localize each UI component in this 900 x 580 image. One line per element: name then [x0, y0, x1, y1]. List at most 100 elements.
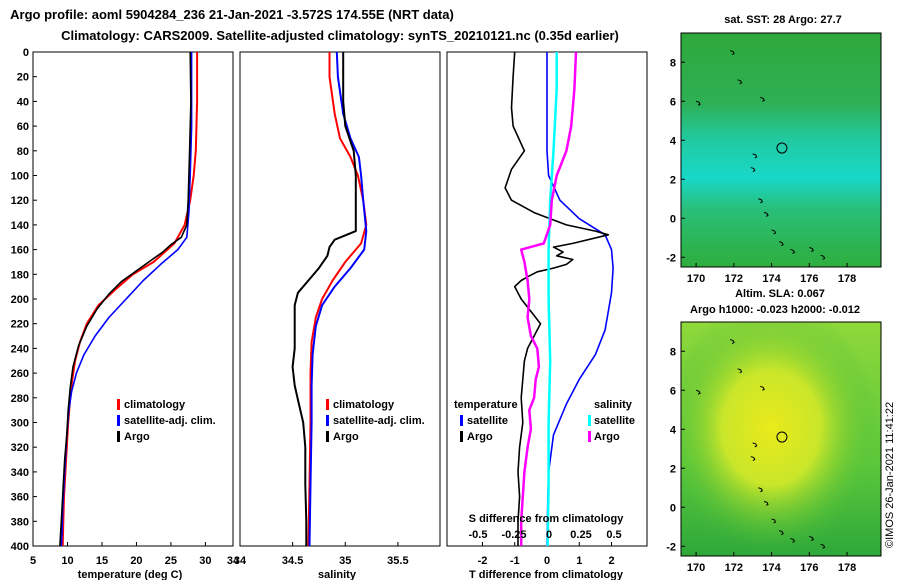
x-tick-label: 1	[576, 555, 582, 567]
island-outline	[778, 530, 784, 536]
lat-tick-label: 0	[670, 213, 676, 225]
x-tick-label: -1	[510, 555, 520, 567]
temperature-legend: climatology satellite-adj. clim. Argo	[117, 399, 216, 443]
title-line-1: Argo profile: aoml 5904284_236 21-Jan-20…	[10, 7, 454, 22]
island-outline	[758, 487, 764, 493]
depth-tick-label: 380	[11, 516, 29, 528]
depth-tick-label: 20	[17, 72, 29, 84]
island-outline	[820, 543, 826, 549]
title-line-2: Climatology: CARS2009. Satellite-adjuste…	[61, 28, 619, 43]
lat-tick-label: -2	[666, 541, 676, 553]
legend-climatology-swatch	[117, 399, 120, 410]
island-outline	[750, 456, 756, 461]
lon-tick-label: 178	[838, 562, 856, 574]
series-line-argo	[291, 52, 357, 546]
s-tick: 0	[546, 529, 552, 541]
salinity-xlabel: salinity	[318, 569, 357, 580]
island-outline	[820, 254, 826, 260]
legend-satellite-swatch	[326, 415, 329, 426]
x-tick-label: 35.5	[387, 555, 408, 567]
lat-tick-label: 6	[670, 385, 676, 397]
legend-t-satellite-label: satellite	[467, 415, 508, 427]
depth-tick-label: 300	[11, 418, 29, 430]
depth-tick-label: 40	[17, 96, 29, 108]
series-line-salinity-satellite	[546, 52, 558, 547]
lon-tick-label: 178	[838, 273, 856, 285]
series-line-satellite-adj-clim-	[308, 51, 368, 547]
sst-map-axes: 170 172 174 176 178 8 6 4 2 0 -2	[666, 57, 856, 285]
s-difference-ticks: -0.5 -0.25 0 0.25 0.5	[469, 529, 622, 541]
legend-climatology-label: climatology	[124, 399, 186, 411]
sla-map-axes: 170 172 174 176 178 8 6 4 2 0 -2	[666, 346, 856, 574]
salinity-plot-frame	[239, 51, 441, 547]
lat-tick-label: 2	[670, 463, 676, 475]
depth-tick-label: 180	[11, 269, 29, 281]
difference-panel: -2 -1 0 1 2 S difference from climatology -0…	[446, 51, 648, 580]
legend-s-satellite-swatch	[588, 415, 591, 426]
lon-tick-label: 170	[687, 273, 705, 285]
legend-salinity-heading: salinity	[594, 399, 633, 411]
depth-tick-label: 260	[11, 368, 29, 380]
island-outline	[763, 211, 769, 217]
lon-tick-label: 176	[800, 273, 818, 285]
lat-tick-label: 4	[670, 135, 677, 147]
island-outline	[695, 100, 701, 106]
depth-tick-label: 340	[11, 467, 29, 479]
x-tick-label: 34	[227, 555, 240, 567]
t-difference-xlabel: T difference from climatology	[469, 569, 624, 580]
lat-tick-label: 0	[670, 502, 676, 514]
series-line-salinity-argo	[519, 51, 578, 546]
legend-argo-label: Argo	[333, 431, 359, 443]
imos-credit: ©IMOS 26-Jan-2021 11:41:22	[884, 402, 896, 548]
lat-tick-label: -2	[666, 252, 676, 264]
depth-tick-label: 400	[11, 541, 29, 553]
x-tick-label: 30	[199, 555, 211, 567]
legend-climatology-swatch	[326, 399, 329, 410]
lat-tick-label: 4	[670, 424, 677, 436]
x-tick-label: 34.5	[282, 555, 303, 567]
island-outline	[790, 537, 796, 543]
argo-location-marker	[776, 142, 788, 154]
sst-map-panel: sat. SST: 28 Argo: 27.7 170 172 174 176 178 8…	[666, 14, 882, 285]
series-line-argo	[59, 51, 192, 547]
series-line-climatology	[307, 52, 368, 547]
island-outline	[729, 339, 735, 344]
x-tick-label: 0	[544, 555, 550, 567]
sst-map-title: sat. SST: 28 Argo: 27.7	[724, 14, 842, 26]
x-tick-label: 5	[30, 555, 36, 567]
island-outline	[737, 368, 743, 374]
lon-tick-label: 174	[762, 562, 781, 574]
island-outline	[737, 79, 743, 85]
island-outline	[809, 536, 814, 541]
island-outline	[760, 96, 765, 102]
depth-tick-label: 280	[11, 393, 29, 405]
legend-argo-swatch	[326, 431, 329, 442]
difference-series	[504, 51, 614, 547]
island-outline	[695, 389, 701, 395]
s-tick: 0.25	[570, 529, 591, 541]
lat-tick-label: 2	[670, 174, 676, 186]
x-tick-label: 35	[339, 555, 351, 567]
temperature-xlabel: temperature (deg C)	[78, 569, 183, 580]
temperature-plot-frame	[32, 51, 234, 547]
legend-satellite-label: satellite-adj. clim.	[124, 415, 216, 427]
island-outline	[752, 442, 758, 448]
island-outline	[729, 50, 735, 55]
salinity-series	[291, 51, 368, 547]
legend-climatology-label: climatology	[333, 399, 395, 411]
temperature-series	[59, 51, 199, 547]
s-tick: -0.5	[469, 529, 488, 541]
island-outline	[809, 247, 814, 252]
lon-tick-label: 172	[725, 562, 743, 574]
depth-tick-label: 360	[11, 492, 29, 504]
lon-tick-label: 176	[800, 562, 818, 574]
temperature-axis: 5 10 15 20 25 30 34	[30, 542, 240, 567]
difference-legend: temperature satellite Argo salinity sate…	[454, 399, 635, 443]
s-difference-label: S difference from climatology	[469, 513, 625, 525]
x-tick-label: 15	[96, 555, 108, 567]
lat-tick-label: 8	[670, 57, 676, 69]
depth-tick-label: 140	[11, 220, 29, 232]
argo-location-marker	[776, 431, 788, 443]
depth-tick-label: 160	[11, 245, 29, 257]
